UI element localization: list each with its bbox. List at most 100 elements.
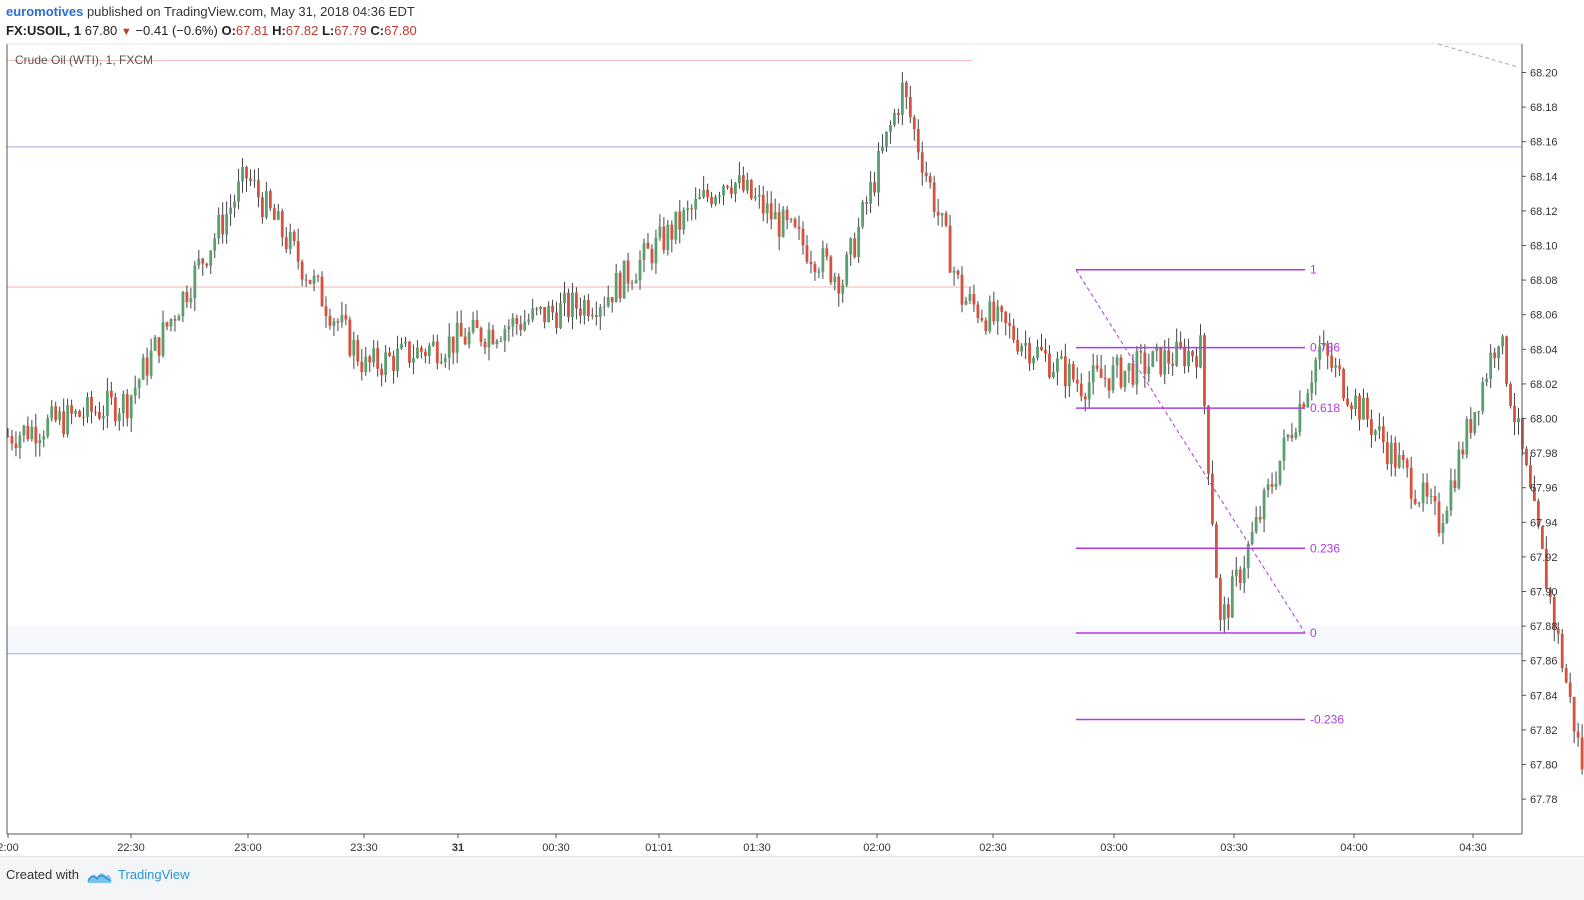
- candle: [491, 324, 495, 346]
- candle: [229, 194, 232, 227]
- candle: [1151, 350, 1155, 368]
- candle: [1449, 468, 1453, 517]
- candle: [1346, 386, 1349, 407]
- candle: [1234, 556, 1238, 587]
- candle: [718, 191, 721, 204]
- candle: [1389, 435, 1393, 477]
- fib-level-label: 1: [1310, 263, 1317, 277]
- candle: [861, 199, 865, 230]
- y-tick-label: 68.10: [1530, 241, 1558, 253]
- candle: [507, 319, 511, 342]
- candle: [900, 71, 904, 126]
- candle: [1230, 569, 1234, 618]
- tradingview-logo-icon[interactable]: [86, 867, 112, 885]
- candle: [300, 259, 304, 287]
- ohlc-line: FX:USOIL, 1 67.80 ▼ −0.41 (−0.6%) O:67.8…: [6, 21, 417, 42]
- candle: [1171, 352, 1175, 376]
- candle: [1501, 334, 1504, 355]
- candle: [261, 192, 264, 224]
- candle: [571, 283, 574, 330]
- candle: [324, 296, 328, 328]
- fib-level-label: 0.786: [1310, 341, 1340, 355]
- candle: [1115, 354, 1119, 378]
- candle: [559, 292, 562, 330]
- candle: [145, 347, 149, 386]
- candle: [722, 184, 725, 206]
- candle: [582, 295, 586, 325]
- candle: [54, 401, 58, 423]
- candle: [1306, 388, 1310, 408]
- candle: [1572, 696, 1576, 744]
- candle: [916, 119, 920, 160]
- candle: [531, 298, 535, 323]
- candle: [1437, 492, 1441, 537]
- candle: [268, 188, 272, 212]
- y-tick-label: 67.88: [1530, 621, 1558, 633]
- candle: [535, 307, 539, 316]
- candle: [125, 389, 129, 427]
- candle: [654, 229, 658, 274]
- candle: [797, 215, 801, 240]
- candle: [1036, 339, 1039, 361]
- author-link[interactable]: euromotives: [6, 4, 84, 19]
- candle: [741, 166, 745, 193]
- candle: [1544, 536, 1548, 589]
- y-tick-label: 68.12: [1530, 206, 1558, 218]
- candle: [1453, 468, 1457, 493]
- candle: [70, 399, 73, 425]
- candle: [757, 185, 761, 209]
- candle: [1445, 506, 1449, 525]
- candle: [1330, 342, 1334, 373]
- candle: [1560, 629, 1564, 673]
- x-tick-label: 22:30: [117, 842, 145, 854]
- candle: [1362, 388, 1365, 420]
- price-axis[interactable]: 68.20 68.18 68.16 68.14 68.12 68.10 68.08 68.06…: [1522, 68, 1558, 807]
- candle: [1063, 343, 1067, 399]
- tradingview-brand-link[interactable]: TradingView: [118, 867, 190, 882]
- candle: [1167, 338, 1171, 375]
- candle: [805, 235, 809, 265]
- candle: [873, 172, 876, 197]
- candle: [90, 390, 93, 424]
- candle: [956, 269, 960, 280]
- candle: [427, 342, 431, 365]
- candle: [420, 345, 423, 359]
- fib-trendline[interactable]: [1075, 269, 1306, 634]
- candle: [638, 250, 642, 290]
- candle: [1441, 513, 1445, 545]
- candle: [1135, 346, 1139, 395]
- candle: [586, 293, 590, 322]
- candle: [475, 310, 479, 329]
- fib-retracement[interactable]: 1 0.786 0.618 0.236 0 -0.236: [1075, 263, 1344, 727]
- y-tick-label: 68.16: [1530, 137, 1558, 149]
- candle: [527, 313, 531, 325]
- candle: [1004, 311, 1008, 336]
- candle: [237, 168, 240, 210]
- candle: [14, 431, 18, 457]
- x-tick-label: 31: [452, 842, 464, 854]
- time-axis[interactable]: 2:00 22:30 23:00 23:30 31 00:30 01:01 01:30 02:0…: [0, 834, 1487, 854]
- candle: [893, 108, 896, 128]
- candle: [642, 238, 646, 273]
- candle: [897, 108, 900, 124]
- candle: [467, 326, 471, 349]
- candle: [340, 302, 344, 328]
- price-chart[interactable]: 1 0.786 0.618 0.236 0 -0.236 Crude Oil (WTI),…: [0, 42, 1584, 854]
- candle: [952, 266, 956, 286]
- candle: [773, 198, 777, 220]
- candle: [372, 339, 376, 368]
- candle: [1211, 460, 1214, 527]
- candle: [177, 314, 181, 321]
- candle: [634, 273, 638, 284]
- candle: [1127, 362, 1131, 384]
- candle: [133, 375, 137, 404]
- candle: [1056, 351, 1059, 386]
- candle: [423, 348, 427, 364]
- candle: [1294, 427, 1298, 440]
- y-tick-label: 67.96: [1530, 483, 1558, 495]
- y-tick-label: 68.08: [1530, 275, 1558, 287]
- x-tick-label: 02:30: [979, 842, 1007, 854]
- candle: [908, 85, 912, 124]
- candle: [992, 291, 996, 326]
- candle: [388, 347, 391, 358]
